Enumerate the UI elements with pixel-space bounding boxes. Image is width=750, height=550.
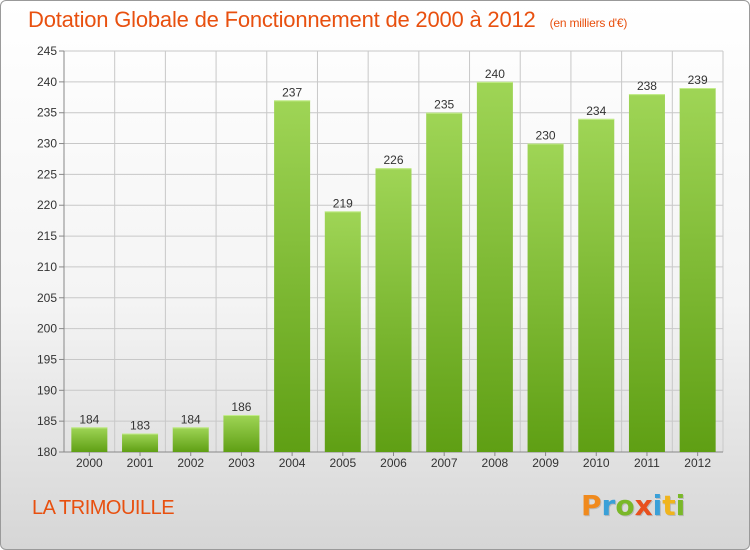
x-tick-label: 2003 [228, 456, 255, 470]
value-label: 184 [79, 412, 99, 426]
y-tick-label: 180 [37, 445, 57, 459]
chart-unit: (en milliers d'€) [549, 16, 628, 30]
y-tick-label: 240 [37, 75, 57, 89]
bar [71, 427, 108, 452]
logo-letter: t [662, 489, 676, 522]
value-label: 226 [383, 153, 403, 167]
x-tick-label: 2010 [583, 456, 610, 470]
logo-letter: i [652, 489, 663, 522]
bar [223, 414, 260, 452]
bar [172, 427, 209, 452]
x-tick-label: 2005 [329, 456, 356, 470]
y-tick-label: 230 [37, 137, 57, 151]
x-tick-label: 2000 [76, 456, 103, 470]
bar [375, 168, 412, 452]
proxiti-logo: Proxiti [581, 489, 685, 522]
bar [578, 118, 615, 452]
bar [679, 88, 716, 452]
x-tick-label: 2004 [279, 456, 306, 470]
y-tick-label: 220 [37, 198, 57, 212]
x-tick-label: 2008 [482, 456, 509, 470]
y-tick-label: 215 [37, 229, 57, 243]
value-label: 234 [586, 104, 606, 118]
value-label: 186 [231, 400, 251, 414]
bar [628, 94, 665, 452]
bar [476, 81, 513, 452]
logo-letter: r [601, 489, 616, 522]
y-tick-label: 185 [37, 414, 57, 428]
value-label: 183 [130, 418, 150, 432]
bar [274, 100, 311, 452]
y-tick-label: 245 [37, 44, 57, 58]
y-tick-label: 195 [37, 352, 57, 366]
value-label: 238 [637, 79, 657, 93]
value-label: 239 [688, 73, 708, 87]
value-label: 240 [485, 67, 505, 81]
logo-letter: P [581, 489, 602, 522]
y-tick-label: 235 [37, 106, 57, 120]
x-tick-label: 2011 [634, 456, 660, 470]
place-name: LA TRIMOUILLE [32, 497, 175, 519]
logo-letter: i [675, 489, 686, 522]
bars [71, 81, 716, 453]
y-tick-label: 210 [37, 260, 57, 274]
x-tick-label: 2002 [177, 456, 204, 470]
logo-letter: x [634, 489, 653, 522]
value-label: 235 [434, 98, 454, 112]
value-label: 230 [536, 129, 556, 143]
x-tick-label: 2001 [127, 456, 154, 470]
x-tick-label: 2009 [532, 456, 559, 470]
x-tick-label: 2006 [380, 456, 407, 470]
y-tick-label: 190 [37, 383, 57, 397]
value-label: 184 [181, 412, 201, 426]
chart-title: Dotation Globale de Fonctionnement de 20… [28, 7, 627, 33]
labels: 180 185 190 195 200 205 210 215 220 225 230 235 240 2… [37, 44, 711, 470]
bar [324, 211, 361, 452]
value-label: 237 [282, 85, 302, 99]
y-tick-label: 205 [37, 291, 57, 305]
bar [122, 433, 159, 452]
logo-letter: o [615, 489, 635, 522]
chart-title-text: Dotation Globale de Fonctionnement de 20… [28, 7, 536, 32]
bar [527, 143, 564, 453]
y-tick-label: 225 [37, 167, 57, 181]
bar [426, 112, 463, 452]
x-tick-label: 2012 [684, 456, 711, 470]
value-label: 219 [333, 196, 353, 210]
x-tick-label: 2007 [431, 456, 458, 470]
y-tick-label: 200 [37, 322, 57, 336]
